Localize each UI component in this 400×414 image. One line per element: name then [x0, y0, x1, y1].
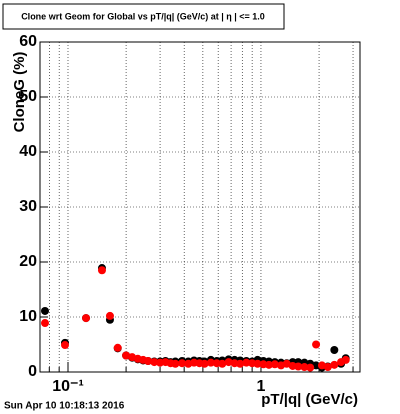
data-point [264, 360, 273, 369]
data-point [82, 314, 91, 323]
data-point [200, 359, 209, 368]
data-point [242, 358, 251, 367]
data-point [178, 359, 187, 368]
data-point [253, 359, 262, 368]
data-point [312, 340, 321, 349]
y-axis-label: CloneG (%) [11, 52, 28, 133]
data-point [224, 358, 233, 367]
data-point [97, 266, 106, 275]
x-tick-label: 1 [257, 378, 266, 395]
data-point [61, 341, 70, 350]
data-point [270, 360, 279, 369]
data-point [105, 311, 114, 320]
chart-title: Clone wrt Geom for Global vs pT/|q| (GeV… [21, 11, 265, 21]
data-point [171, 359, 180, 368]
data-point [113, 343, 122, 352]
data-point [206, 358, 215, 367]
data-point [40, 319, 49, 328]
data-point [330, 346, 339, 354]
footer-date: Sun Apr 10 10:18:13 2016 [4, 401, 125, 412]
data-point [294, 362, 303, 371]
x-tick-label: 10⁻¹ [52, 378, 84, 395]
x-axis-label: pT/|q| (GeV/c) [261, 391, 358, 408]
title-box [2, 3, 285, 30]
y-tick-label: 30 [19, 198, 37, 215]
data-point [330, 360, 339, 369]
data-point [306, 363, 315, 372]
y-tick-label: 10 [19, 308, 37, 325]
y-tick-label: 40 [19, 143, 37, 160]
data-point [341, 355, 350, 364]
data-point [144, 357, 153, 365]
data-point [122, 351, 131, 360]
data-point [236, 359, 245, 368]
data-point [300, 363, 309, 372]
data-point [40, 306, 49, 315]
data-point [150, 358, 159, 367]
y-tick-label: 0 [28, 363, 37, 380]
y-tick-label: 60 [19, 33, 37, 50]
data-point [323, 363, 332, 372]
y-tick-label: 20 [19, 253, 37, 270]
y-tick-label: 50 [19, 88, 37, 105]
data-point [218, 359, 227, 368]
